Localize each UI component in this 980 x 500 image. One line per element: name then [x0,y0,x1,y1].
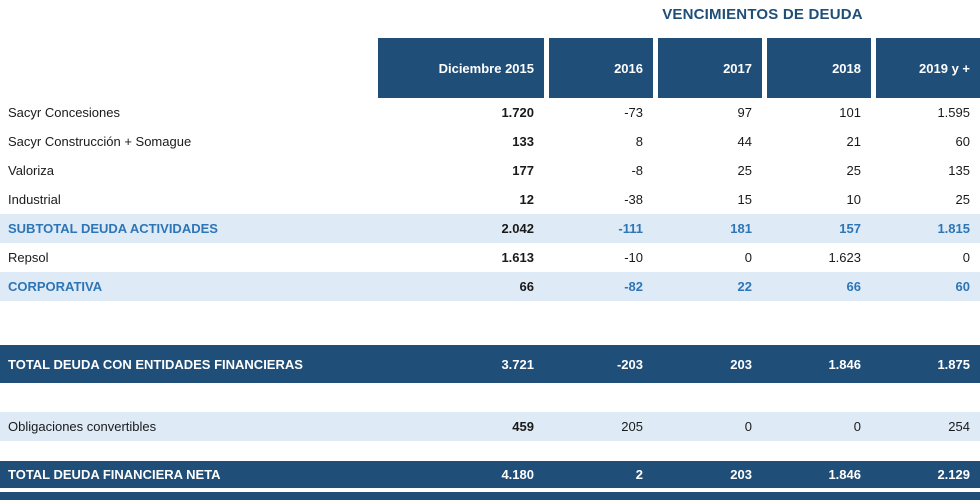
value-cell: -203 [616,356,643,372]
value-cell: 2.129 [937,467,970,482]
value-cell: 0 [744,419,752,434]
value-cell: 459 [512,419,534,434]
value-cell: 0 [744,250,752,265]
row-label: TOTAL DEUDA FINANCIERA NETA [8,467,221,482]
value-cell: 3.721 [501,356,534,372]
table-row: Repsol 1.613 -10 0 1.623 0 [0,243,980,272]
value-cell: 66 [846,279,861,294]
value-cell: 1.720 [501,105,534,120]
spacer-row [0,441,980,461]
value-cell: 8 [635,134,643,149]
table-row: TOTAL DEUDA CON ENTIDADES FINANCIERAS 3.7… [0,345,980,383]
spacer-row [0,301,980,345]
value-cell: 1.875 [937,356,970,372]
value-cell: 1.846 [828,356,861,372]
value-cell: 60 [955,279,970,294]
value-cell: -10 [624,250,643,265]
value-cell: 44 [737,134,752,149]
table-row: Sacyr Construcción + Somague 133 8 44 21 60 [0,127,980,156]
value-cell: 254 [948,419,970,434]
table-row: CORPORATIVA 66 -82 22 66 60 [0,272,980,301]
value-cell: 2 [635,467,643,482]
value-cell: 203 [730,467,752,482]
value-cell: 25 [737,163,752,178]
value-cell: 1.623 [828,250,861,265]
value-cell: 2.042 [501,221,534,236]
value-cell: 157 [839,221,861,236]
header-label-spacer [0,38,378,98]
column-header: 2017 [653,38,762,98]
value-cell: 135 [948,163,970,178]
value-cell: 0 [853,419,861,434]
table-row: Sacyr Concesiones 1.720 -73 97 101 1.595 [0,98,980,127]
value-cell: 25 [846,163,861,178]
row-label: TOTAL DEUDA CON ENTIDADES FINANCIERAS [8,356,303,372]
column-header: 2016 [544,38,653,98]
value-cell: -38 [624,192,643,207]
value-cell: -111 [618,221,643,236]
value-cell: 12 [519,192,534,207]
column-header: Diciembre 2015 [378,38,544,98]
spacer-row [0,383,980,412]
value-cell: -82 [624,279,643,294]
value-cell: 21 [846,134,861,149]
column-header: 2019 y + [871,38,980,98]
row-label: Valoriza [8,163,55,178]
table-row: Obligaciones convertibles 459 205 0 0 254 [0,412,980,441]
value-cell: 1.595 [937,105,970,120]
value-cell: 1.846 [828,467,861,482]
value-cell: -73 [624,105,643,120]
row-label: CORPORATIVA [8,279,103,294]
row-label: Sacyr Concesiones [8,105,120,120]
value-cell: 181 [730,221,752,236]
value-cell: 10 [846,192,861,207]
value-cell: 1.815 [937,221,970,236]
value-cell: 133 [512,134,534,149]
debt-table: Diciembre 2015 2016 2017 2018 2019 y + Sacyr… [0,38,980,488]
row-label: Sacyr Construcción + Somague [8,134,192,149]
table-header-row: Diciembre 2015 2016 2017 2018 2019 y + [0,38,980,98]
row-label: SUBTOTAL DEUDA ACTIVIDADES [8,221,218,236]
value-cell: 25 [955,192,970,207]
value-cell: 60 [955,134,970,149]
value-cell: 1.613 [501,250,534,265]
value-cell: 177 [512,163,534,178]
value-cell: 101 [839,105,861,120]
value-cell: 4.180 [501,467,534,482]
value-cell: 66 [519,279,534,294]
table-row: SUBTOTAL DEUDA ACTIVIDADES 2.042 -111 181 15… [0,214,980,243]
row-label: Industrial [8,192,61,207]
value-cell: 205 [621,419,643,434]
bottom-accent-bar [0,492,980,500]
value-cell: -8 [631,163,643,178]
value-cell: 0 [962,250,970,265]
page-title: VENCIMIENTOS DE DEUDA [662,6,863,23]
table-row: TOTAL DEUDA FINANCIERA NETA 4.180 2 203 1.84… [0,461,980,488]
column-header: 2018 [762,38,871,98]
value-cell: 15 [737,192,752,207]
value-cell: 203 [730,356,752,372]
table-row: Valoriza 177 -8 25 25 135 [0,156,980,185]
value-cell: 97 [737,105,752,120]
row-label: Obligaciones convertibles [8,419,157,434]
table-row: Industrial 12 -38 15 10 25 [0,185,980,214]
row-label: Repsol [8,250,49,265]
value-cell: 22 [737,279,752,294]
